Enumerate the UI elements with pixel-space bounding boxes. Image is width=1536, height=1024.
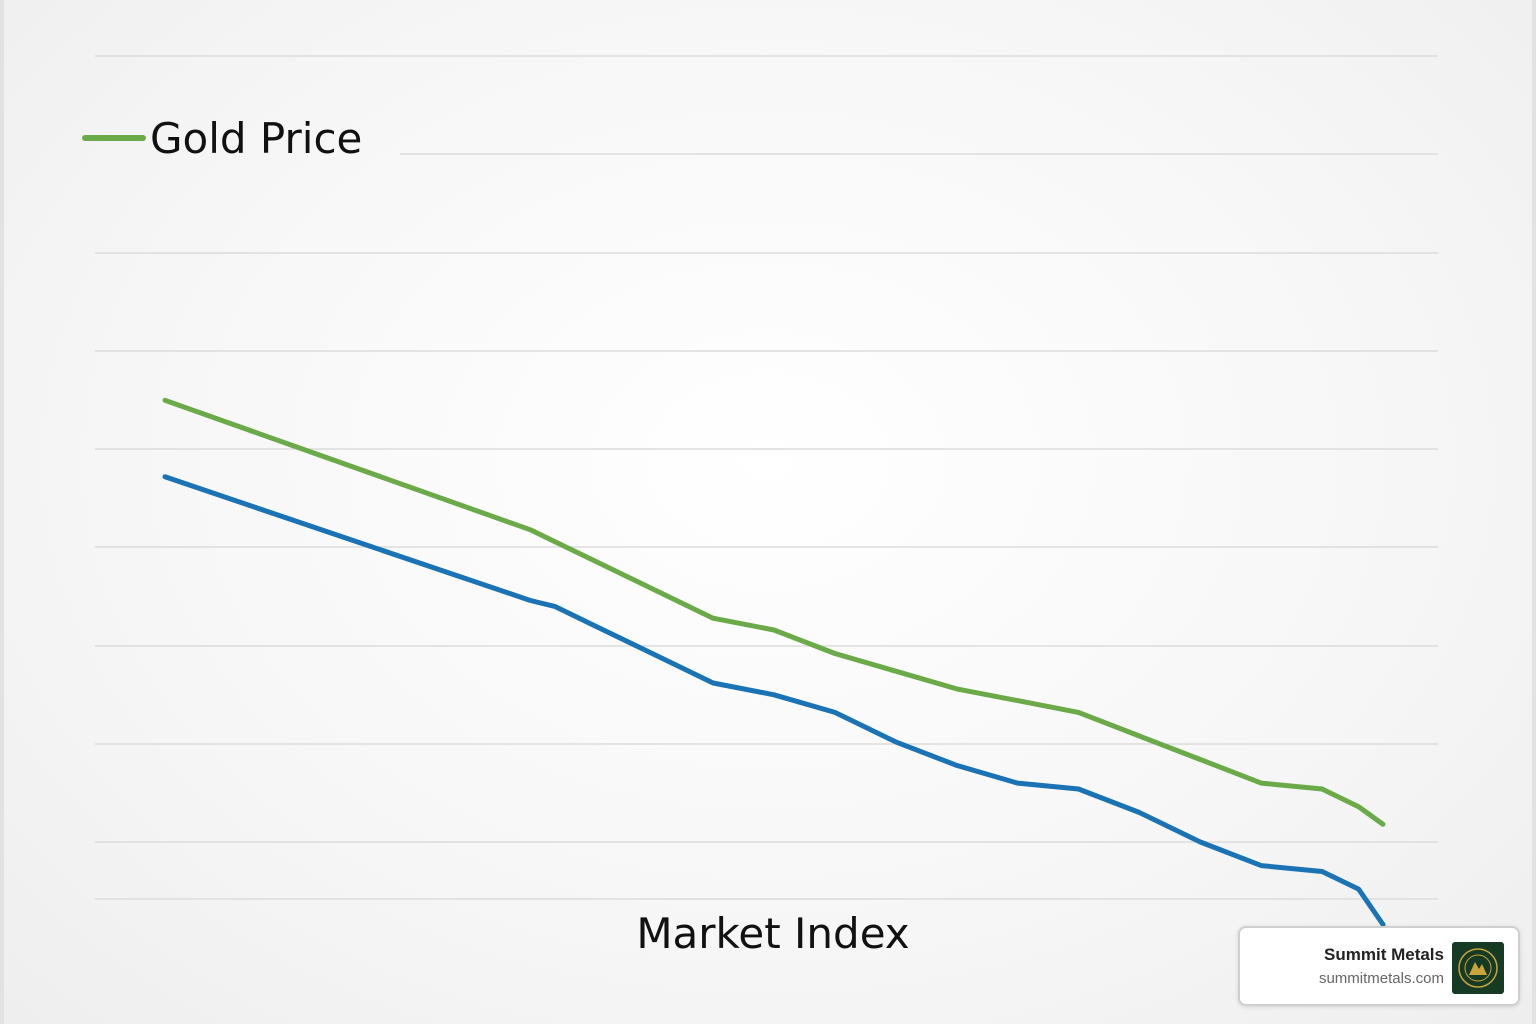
watermark-badge: Summit Metals summitmetals.com <box>1238 926 1520 1006</box>
frame-edge-right <box>1532 0 1536 1024</box>
legend: Gold Price <box>82 114 362 163</box>
logo-emblem-icon <box>1458 948 1498 988</box>
summit-metals-logo <box>1452 942 1504 994</box>
grid <box>95 55 1438 900</box>
watermark-url: summitmetals.com <box>1318 970 1444 987</box>
frame-edge-left <box>0 0 4 1024</box>
legend-label-gold-price: Gold Price <box>150 114 362 163</box>
watermark-text: Summit Metals summitmetals.com <box>1319 944 1444 990</box>
series-line-0 <box>162 397 1386 827</box>
series-line-1 <box>162 474 1386 927</box>
x-axis-label: Market Index <box>636 909 909 958</box>
series-layer <box>162 397 1386 927</box>
watermark-name: Summit Metals <box>1324 945 1444 964</box>
